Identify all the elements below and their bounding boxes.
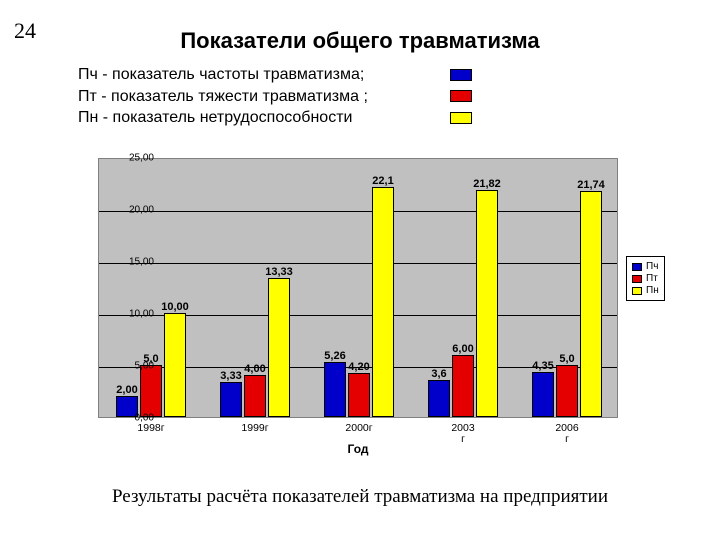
side-legend-item: Пн [632,285,659,296]
bar-value-label: 13,33 [265,266,293,278]
bar-value-label: 5,26 [324,350,345,362]
bar-value-label: 22,1 [372,175,393,187]
bar-value-label: 3,6 [431,368,446,380]
top-legend-label: Пн - показатель нетрудоспособности [78,107,438,129]
bar: 22,1 [372,187,394,417]
bar: 4,00 [244,375,266,417]
top-legend: Пч - показатель частоты травматизма;Пт -… [78,64,720,129]
color-swatch [632,275,642,283]
ytick-label: 10,00 [114,309,154,320]
side-legend-label: Пт [646,273,658,284]
bar-value-label: 4,00 [244,363,265,375]
top-legend-item: Пт - показатель тяжести травматизма ; [78,86,720,108]
bar-group: 3,334,0013,331999г [220,278,290,417]
side-legend: ПчПтПн [626,256,665,301]
side-legend-item: Пт [632,273,659,284]
plot-area: 2,005,010,001998г3,334,0013,331999г5,264… [98,158,618,418]
bar-group: 5,264,2022,12000г [324,187,394,417]
bar: 3,6 [428,380,450,417]
bar-group: 3,66,0021,822003г [428,190,498,417]
top-legend-label: Пч - показатель частоты травматизма; [78,64,438,86]
top-legend-label: Пт - показатель тяжести травматизма ; [78,86,438,108]
color-swatch [450,112,472,124]
bar-value-label: 2,00 [116,384,137,396]
bar: 5,0 [556,365,578,417]
side-legend-label: Пн [646,285,659,296]
bar: 4,35 [532,372,554,417]
bar-value-label: 4,20 [348,361,369,373]
bar: 10,00 [164,313,186,417]
bar-value-label: 10,00 [161,301,189,313]
bar-value-label: 21,74 [577,179,605,191]
bar: 5,26 [324,362,346,417]
ytick-label: 20,00 [114,205,154,216]
bar-chart: 2,005,010,001998г3,334,0013,331999г5,264… [50,148,680,458]
bar: 4,20 [348,373,370,417]
bar: 13,33 [268,278,290,417]
xaxis-title: Год [98,442,618,456]
color-swatch [450,69,472,81]
top-legend-item: Пч - показатель частоты травматизма; [78,64,720,86]
page-number: 24 [14,18,36,44]
color-swatch [450,90,472,102]
bar: 5,0 [140,365,162,417]
side-legend-item: Пч [632,261,659,272]
bar: 6,00 [452,355,474,417]
bar-value-label: 3,33 [220,370,241,382]
bar: 3,33 [220,382,242,417]
bar-value-label: 4,35 [532,360,553,372]
ytick-label: 15,00 [114,257,154,268]
bar: 21,82 [476,190,498,417]
xtick-label: 1999г [241,423,268,434]
bar-value-label: 6,00 [452,343,473,355]
xtick-label: 2000г [345,423,372,434]
caption: Результаты расчёта показателей травматиз… [0,486,720,508]
top-legend-item: Пн - показатель нетрудоспособности [78,107,720,129]
bar-group: 4,355,021,742006г [532,191,602,417]
color-swatch [632,287,642,295]
ytick-label: 5,00 [114,361,154,372]
xtick-label: 1998г [137,423,164,434]
ytick-label: 25,00 [114,153,154,164]
bar-value-label: 21,82 [473,178,501,190]
bar: 21,74 [580,191,602,417]
color-swatch [632,263,642,271]
side-legend-label: Пч [646,261,658,272]
page-title: Показатели общего травматизма [0,0,720,54]
bar-value-label: 5,0 [559,353,574,365]
ytick-label: 0,00 [114,413,154,424]
